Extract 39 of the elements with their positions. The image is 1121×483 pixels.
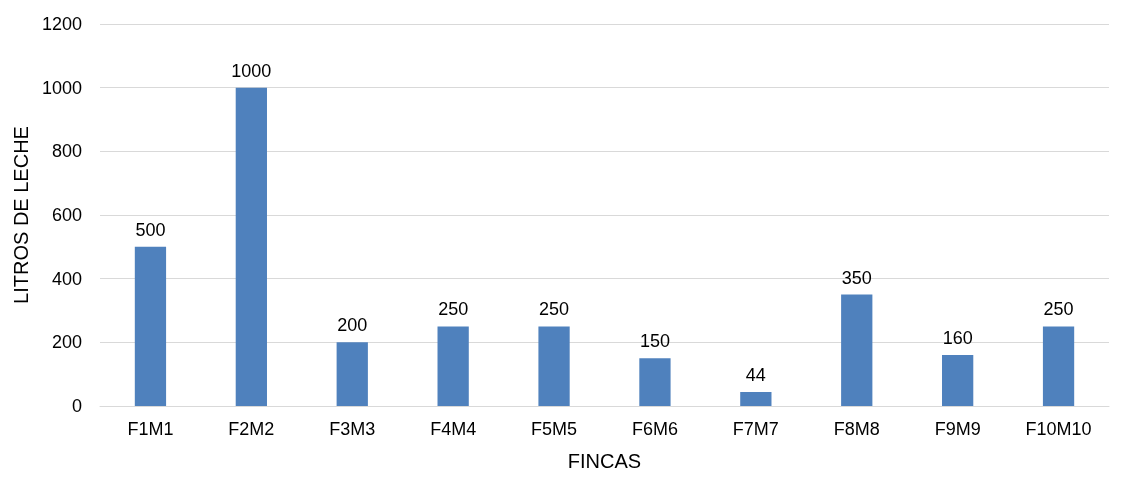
data-label: 44 <box>745 364 766 385</box>
bar <box>841 294 873 406</box>
bar <box>437 326 469 406</box>
x-tick-label: F1M1 <box>127 419 174 439</box>
x-tick-label: F2M2 <box>228 419 275 439</box>
y-tick-label: 400 <box>51 268 82 289</box>
bar <box>740 391 772 406</box>
x-tick-label: F9M9 <box>934 419 981 439</box>
data-label: 250 <box>438 299 469 320</box>
data-label: 200 <box>337 315 368 336</box>
y-tick-label: 1200 <box>41 14 82 34</box>
x-tick-label: F3M3 <box>329 419 376 439</box>
data-label: 160 <box>942 328 973 349</box>
x-axis-title: FINCAS <box>567 450 642 472</box>
y-axis-title: LITROS DE LECHE <box>10 126 33 304</box>
x-tick-label: F6M6 <box>631 419 678 439</box>
x-tick-label: F4M4 <box>430 419 477 439</box>
x-tick-label: F8M8 <box>833 419 880 439</box>
y-tick-label: 800 <box>51 141 82 162</box>
y-tick-label: 1000 <box>41 77 82 98</box>
bar <box>538 326 570 406</box>
x-tick-label: F7M7 <box>732 419 779 439</box>
y-tick-label: 200 <box>51 332 82 353</box>
data-label: 250 <box>1043 299 1074 320</box>
data-label: 350 <box>841 267 872 288</box>
x-tick-label: F5M5 <box>531 419 578 439</box>
y-tick-label: 0 <box>71 396 82 416</box>
bar <box>1042 326 1075 406</box>
bar <box>639 358 671 406</box>
bar <box>942 355 974 406</box>
bar <box>134 246 167 406</box>
bar <box>336 342 368 406</box>
data-label: 500 <box>135 219 166 240</box>
y-tick-label: 600 <box>51 205 82 225</box>
data-label: 150 <box>639 331 670 352</box>
bar <box>235 87 267 406</box>
data-label: 1000 <box>231 60 272 81</box>
x-tick-label: F10M10 <box>1025 419 1092 439</box>
data-label: 250 <box>539 299 570 320</box>
